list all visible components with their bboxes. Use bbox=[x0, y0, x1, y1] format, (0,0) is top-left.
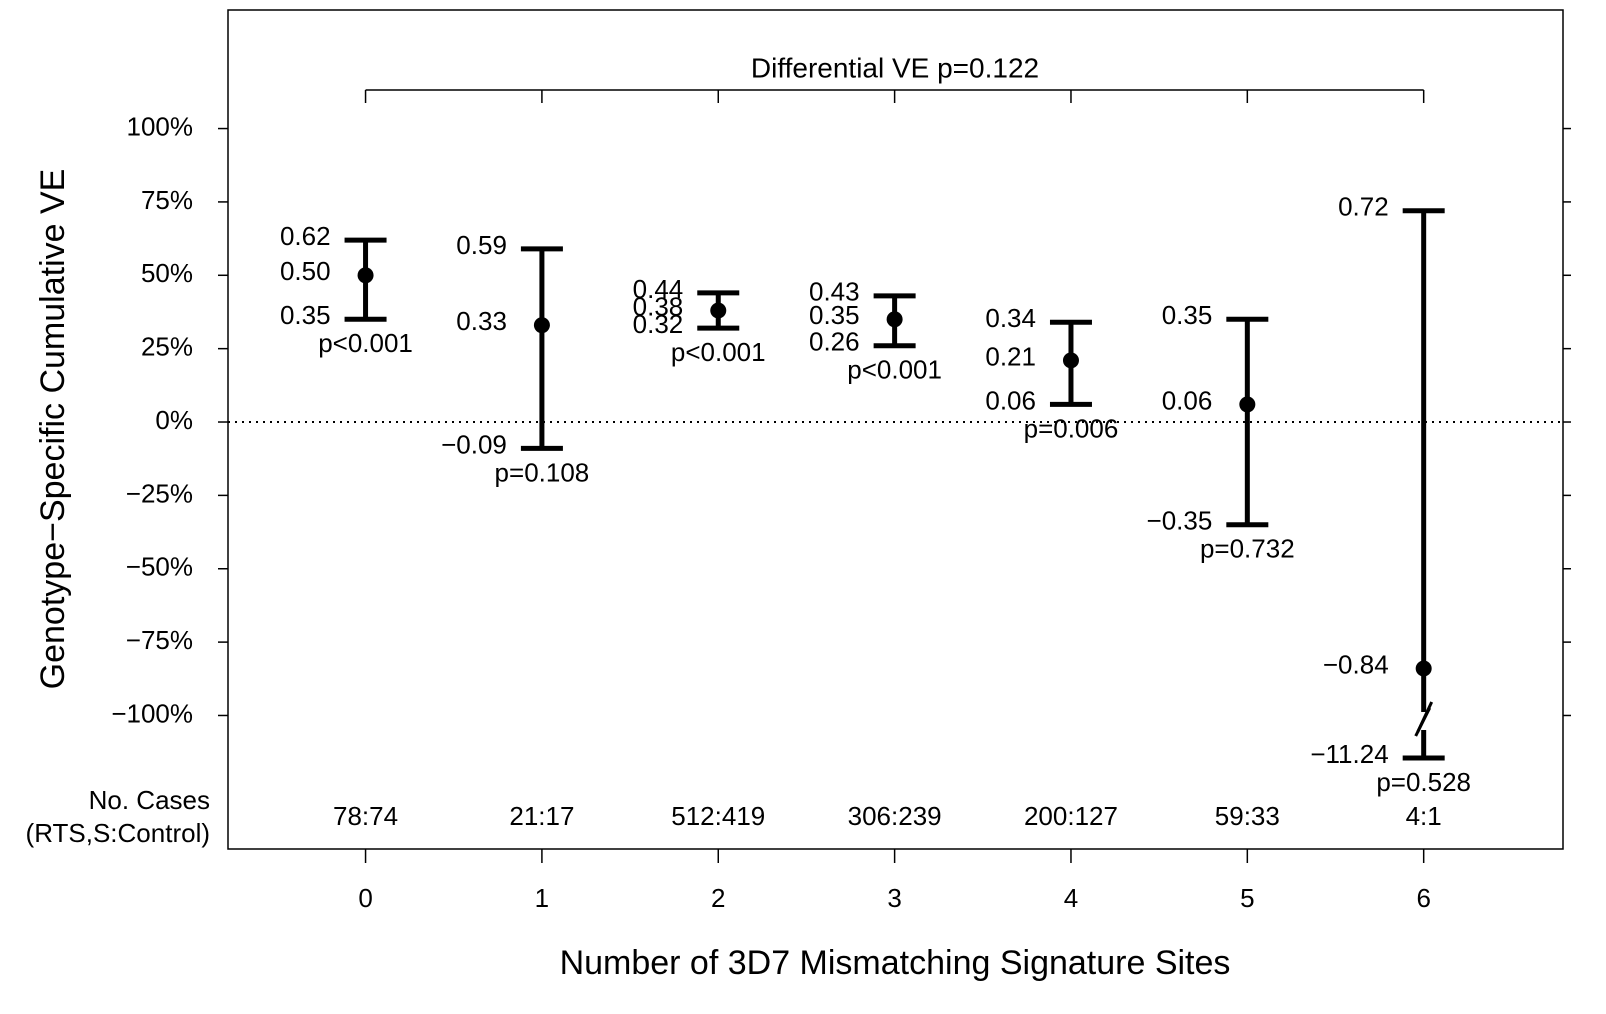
estimate-point bbox=[1239, 396, 1256, 413]
p-value: p=0.006 bbox=[1024, 413, 1119, 443]
cases-label: (RTS,S:Control) bbox=[26, 818, 210, 848]
upper-label: 0.44 bbox=[633, 274, 684, 304]
plot-frame bbox=[227, 9, 1564, 850]
upper-label: 0.62 bbox=[280, 221, 331, 251]
x-axis-title: Number of 3D7 Mismatching Signature Site… bbox=[560, 944, 1231, 982]
estimate-label: 0.06 bbox=[1162, 385, 1213, 415]
x-tick-label: 6 bbox=[1416, 883, 1430, 913]
lower-label: −0.09 bbox=[441, 429, 507, 459]
estimate-point bbox=[357, 267, 374, 284]
x-tick-label: 5 bbox=[1240, 883, 1254, 913]
estimate-point bbox=[533, 317, 550, 334]
estimate-label: 0.21 bbox=[985, 341, 1036, 371]
p-value: p<0.001 bbox=[671, 337, 766, 367]
estimate-label: 0.38 bbox=[633, 291, 684, 321]
estimate-label: 0.35 bbox=[809, 300, 860, 330]
p-value: p=0.732 bbox=[1200, 534, 1295, 564]
x-tick-label: 4 bbox=[1064, 883, 1078, 913]
cases: 512:419 bbox=[671, 801, 765, 831]
estimate-point bbox=[1062, 352, 1079, 369]
lower-label: −11.24 bbox=[1310, 739, 1388, 769]
y-axis-title: Genotype−Specific Cumulative VE bbox=[34, 169, 72, 690]
x-tick-label: 1 bbox=[535, 883, 549, 913]
cases: 59:33 bbox=[1215, 801, 1280, 831]
lower-label: 0.32 bbox=[633, 309, 684, 339]
estimate-label: 0.33 bbox=[456, 306, 507, 336]
y-tick-label: 0% bbox=[155, 405, 193, 435]
y-tick-label: 25% bbox=[141, 332, 193, 362]
y-tick-label: 100% bbox=[127, 111, 194, 141]
p-value: p=0.108 bbox=[495, 457, 590, 487]
y-tick-label: −50% bbox=[126, 552, 193, 582]
cases: 306:239 bbox=[848, 801, 942, 831]
cases: 200:127 bbox=[1024, 801, 1118, 831]
y-tick-label: 75% bbox=[141, 185, 193, 215]
y-tick-label: −75% bbox=[126, 625, 193, 655]
p-value: p=0.528 bbox=[1376, 767, 1471, 797]
upper-label: 0.72 bbox=[1338, 192, 1389, 222]
lower-label: −0.35 bbox=[1147, 506, 1213, 536]
lower-label: 0.26 bbox=[809, 327, 860, 357]
x-tick-label: 3 bbox=[887, 883, 901, 913]
y-tick-label: 50% bbox=[141, 258, 193, 288]
upper-label: 0.43 bbox=[809, 277, 860, 307]
p-value: p<0.001 bbox=[847, 355, 942, 385]
y-tick-label: −25% bbox=[126, 478, 193, 508]
lower-label: 0.35 bbox=[280, 300, 331, 330]
estimate-label: −0.84 bbox=[1323, 649, 1389, 679]
upper-label: 0.35 bbox=[1162, 300, 1213, 330]
estimate-point bbox=[886, 311, 903, 328]
estimate-label: 0.50 bbox=[280, 256, 331, 286]
x-tick-label: 0 bbox=[358, 883, 372, 913]
cases: 21:17 bbox=[509, 801, 574, 831]
estimate-point bbox=[1415, 660, 1432, 677]
cases: 78:74 bbox=[333, 801, 398, 831]
upper-label: 0.59 bbox=[456, 230, 507, 260]
p-value: p<0.001 bbox=[318, 328, 413, 358]
chart-title: Differential VE p=0.122 bbox=[751, 52, 1039, 83]
cases: 4:1 bbox=[1406, 801, 1442, 831]
axis-break bbox=[1416, 701, 1434, 733]
y-tick-label: −100% bbox=[111, 698, 193, 728]
estimate-point bbox=[710, 302, 727, 319]
upper-label: 0.34 bbox=[985, 303, 1036, 333]
cases-label: No. Cases bbox=[89, 785, 210, 815]
lower-label: 0.06 bbox=[985, 385, 1036, 415]
x-tick-label: 2 bbox=[711, 883, 725, 913]
